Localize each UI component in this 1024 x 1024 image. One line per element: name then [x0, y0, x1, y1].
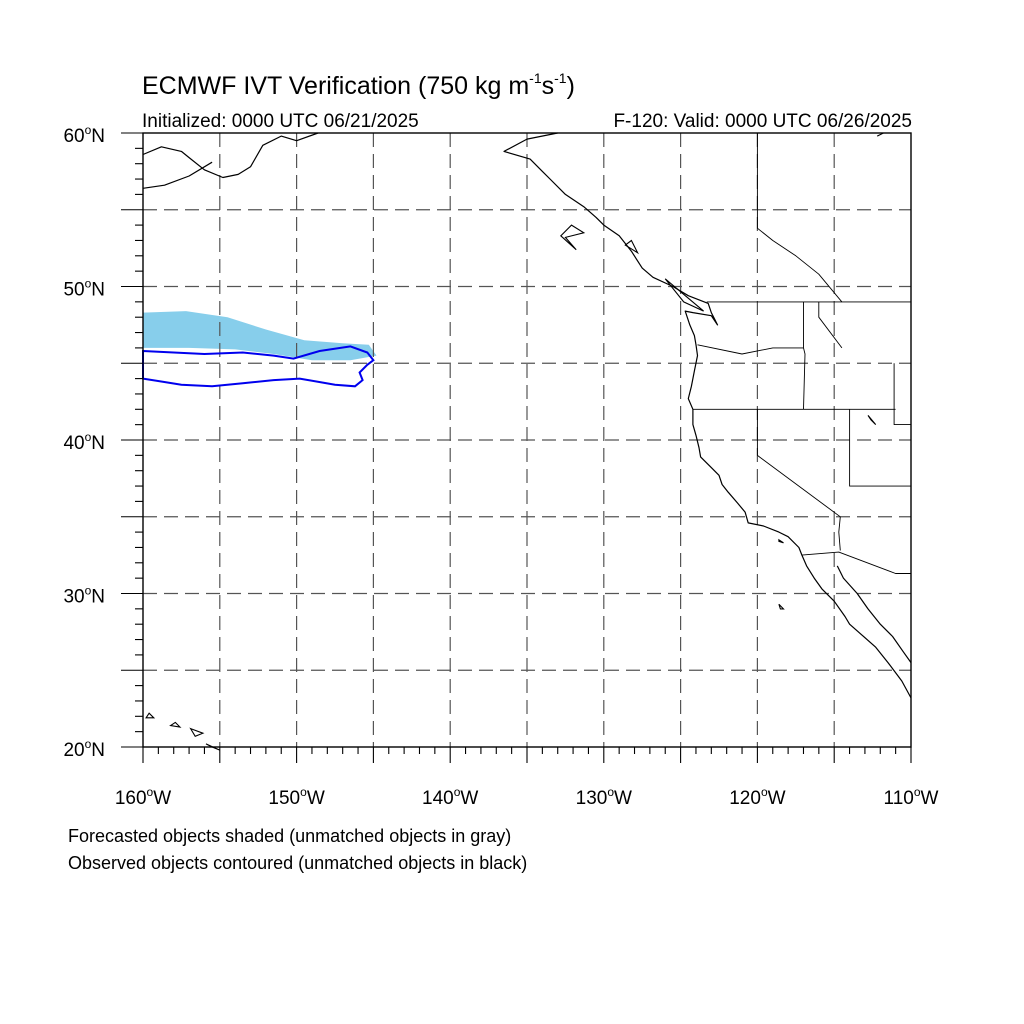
island	[189, 727, 205, 737]
state-border	[801, 551, 911, 574]
lon-tick-label: 130oW	[576, 785, 632, 809]
lat-tick-label: 30oN	[63, 584, 105, 608]
island	[560, 224, 586, 251]
island	[778, 538, 784, 544]
island	[624, 239, 639, 255]
state-border	[803, 301, 806, 410]
lon-tick-label: 140oW	[422, 785, 478, 809]
gulf-coastline	[836, 565, 912, 663]
lon-tick-label: 160oW	[115, 785, 171, 809]
state-border	[818, 301, 843, 349]
lon-tick-label: 110oW	[884, 785, 939, 809]
alaska-coastline	[142, 132, 319, 179]
state-border	[697, 344, 804, 355]
observed-layer	[142, 345, 375, 388]
lat-tick-label: 60oN	[63, 123, 105, 147]
lat-tick-label: 50oN	[63, 277, 105, 301]
forecast-object	[143, 311, 377, 361]
observed-object	[142, 345, 375, 388]
state-border	[849, 409, 911, 487]
footnote-forecast: Forecasted objects shaded (unmatched obj…	[68, 826, 512, 846]
init-time-label: Initialized: 0000 UTC 06/21/2025	[142, 111, 419, 132]
geography-layer	[142, 132, 912, 751]
island	[145, 712, 156, 719]
axis-labels-layer: 160oW 150oW 140oW 130oW 120oW 110oW 60oN 50oN 40…	[63, 123, 938, 809]
lat-tick-label: 20oN	[63, 737, 105, 761]
title-text: ECMWF IVT Verification (750 kg m	[142, 72, 530, 100]
island	[169, 721, 182, 728]
title-superscript-2: -1	[554, 70, 567, 86]
lat-tick-label: 40oN	[63, 430, 105, 454]
title-text-mid: s	[541, 72, 555, 100]
lon-tick-label: 120oW	[729, 785, 785, 809]
grid-layer	[143, 133, 911, 747]
island	[778, 603, 785, 610]
valid-time-label: F-120: Valid: 0000 UTC 06/26/2025	[613, 111, 912, 132]
title-superscript-1: -1	[529, 70, 542, 86]
island	[867, 415, 877, 425]
forecast-layer	[143, 311, 377, 361]
frame-layer	[121, 132, 912, 763]
title-text-close: )	[566, 72, 575, 100]
lon-tick-label: 150oW	[268, 785, 324, 809]
island	[664, 278, 704, 312]
map-title: ECMWF IVT Verification (750 kg m-1s-1)	[142, 70, 575, 101]
state-border	[893, 363, 911, 426]
coastline	[503, 132, 912, 699]
state-border	[756, 409, 841, 518]
alaska-peninsula-coastline	[142, 161, 213, 189]
province-border	[756, 133, 843, 303]
state-border	[838, 516, 841, 551]
footnote-observed: Observed objects contoured (unmatched ob…	[68, 853, 528, 873]
